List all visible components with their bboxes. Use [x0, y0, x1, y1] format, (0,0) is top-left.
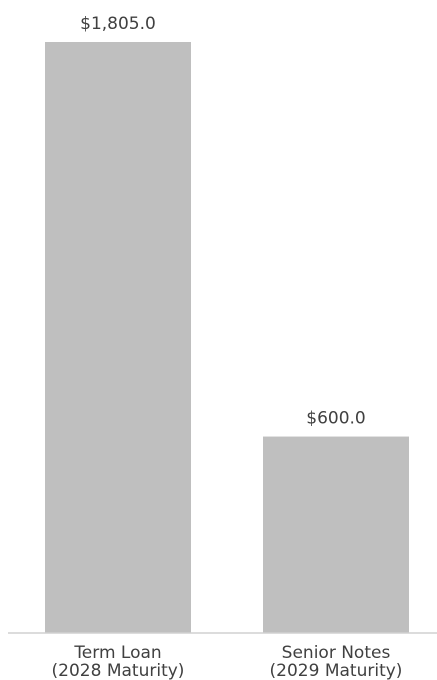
category-label-0-line-0: Term Loan: [73, 643, 161, 663]
bar-0: [45, 42, 191, 633]
bars-group: [45, 42, 409, 633]
value-label-0: $1,805.0: [80, 14, 156, 34]
category-label-0-line-1: (2028 Maturity): [52, 661, 185, 680]
category-label-1-line-0: Senior Notes: [282, 643, 391, 663]
category-label-1-line-1: (2029 Maturity): [270, 661, 403, 680]
value-label-1: $600.0: [306, 409, 365, 429]
value-labels-group: $1,805.0 $600.0: [80, 14, 366, 429]
category-labels-group: Term Loan(2028 Maturity) Senior Notes(202…: [52, 643, 403, 680]
bar-1: [263, 436, 409, 633]
